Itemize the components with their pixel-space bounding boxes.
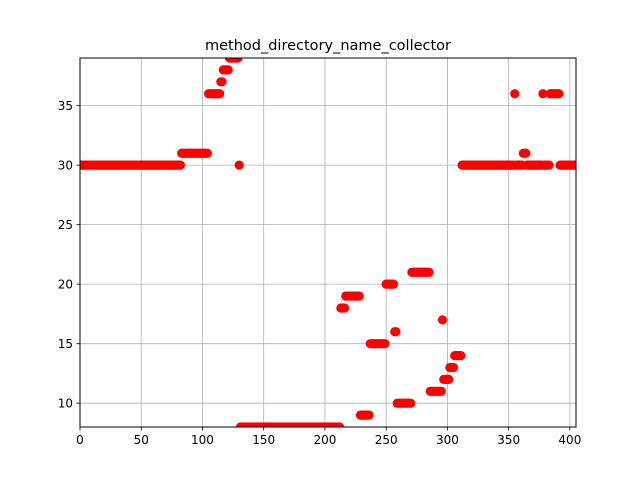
x-axis-ticks: 0 50 100 150 200 250 300 350 400 — [76, 427, 581, 447]
data-point — [339, 303, 350, 313]
data-point — [364, 410, 374, 420]
data-point — [217, 77, 227, 87]
data-points — [80, 58, 576, 427]
grid-lines — [79, 58, 576, 427]
data-point — [424, 267, 434, 277]
plot-area — [80, 58, 576, 427]
x-tick-label: 200 — [313, 433, 336, 447]
data-point — [406, 398, 416, 408]
data-point — [444, 374, 454, 384]
data-point — [554, 89, 564, 99]
data-point — [202, 148, 212, 158]
y-tick-label: 10 — [58, 396, 73, 410]
data-point — [354, 291, 364, 301]
data-point — [437, 315, 448, 325]
data-point — [571, 160, 576, 170]
data-point — [234, 160, 244, 170]
data-point — [215, 89, 225, 99]
data-point — [448, 362, 459, 373]
data-point — [175, 160, 186, 170]
y-tick-label: 15 — [58, 337, 73, 351]
plot-frame — [79, 57, 577, 428]
y-tick-label: 35 — [58, 99, 73, 113]
data-point — [436, 386, 446, 396]
y-axis-ticks: 10 15 20 25 30 35 — [58, 99, 80, 410]
x-tick-label: 50 — [134, 433, 149, 447]
data-point — [233, 58, 243, 63]
data-point — [391, 327, 401, 337]
x-tick-label: 100 — [191, 433, 214, 447]
x-tick-label: 0 — [76, 433, 84, 447]
y-tick-label: 20 — [58, 277, 73, 291]
x-tick-label: 400 — [558, 433, 581, 447]
x-tick-label: 350 — [497, 433, 520, 447]
data-point — [538, 89, 548, 99]
data-point — [510, 89, 520, 99]
data-point — [456, 350, 466, 361]
data-point — [544, 160, 554, 170]
x-tick-label: 300 — [436, 433, 459, 447]
data-point — [521, 148, 531, 158]
chart-title: method_directory_name_collector — [205, 38, 451, 54]
y-tick-label: 25 — [58, 218, 73, 232]
data-point — [388, 279, 399, 289]
x-tick-label: 250 — [375, 433, 398, 447]
data-point — [335, 422, 345, 427]
y-tick-label: 30 — [58, 158, 73, 172]
x-tick-label: 150 — [252, 433, 275, 447]
data-point — [223, 65, 233, 75]
data-point — [380, 339, 390, 349]
